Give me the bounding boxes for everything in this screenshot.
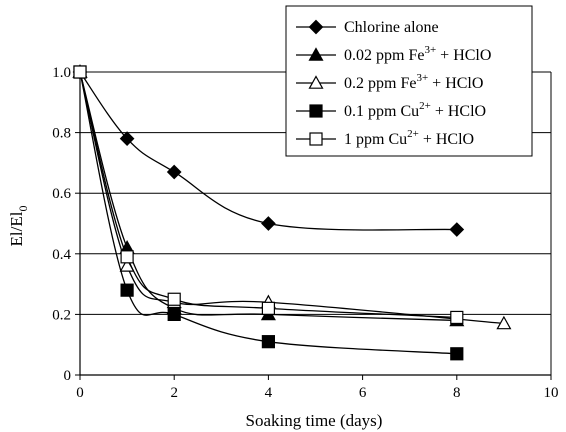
series-5 <box>73 65 464 325</box>
y-tick-label: 0 <box>64 368 72 384</box>
y-tick-label: 0.8 <box>52 126 71 142</box>
legend-marker <box>308 47 324 61</box>
axes <box>75 71 552 380</box>
legend-label: 0.1 ppm Cu2+ + HClO <box>344 100 486 120</box>
x-tick-label: 4 <box>265 385 273 401</box>
data-point <box>496 315 512 330</box>
x-tick-label: 6 <box>359 385 367 401</box>
tick-labels: 0 0.2 0.4 0.6 0.8 1.0 0 2 4 6 8 10 <box>52 65 558 401</box>
legend-label-suffix: + HClO <box>428 75 483 92</box>
data-point <box>120 250 134 264</box>
x-tick-label: 10 <box>544 385 559 401</box>
legend-box <box>285 5 533 157</box>
y-axis-title-main: El/El <box>7 211 26 246</box>
legend-item: 0.02 ppm Fe3+ + HClO <box>296 44 491 64</box>
legend-label-text: 1 ppm Cu <box>344 131 407 148</box>
data-point <box>261 216 276 231</box>
legend-label-text: 0.02 ppm Fe <box>344 47 424 64</box>
legend-label-suffix: + HClO <box>419 131 474 148</box>
legend-label-superscript: 2+ <box>407 128 419 140</box>
legend-label-suffix: + HClO <box>436 47 491 64</box>
y-tick-label: 0.2 <box>52 307 71 323</box>
data-point <box>261 335 275 349</box>
data-point <box>166 164 182 180</box>
legend-label-superscript: 3+ <box>416 72 428 84</box>
series-lines <box>72 64 512 361</box>
legend-label-superscript: 2+ <box>419 100 431 112</box>
x-axis-title: Soaking time (days) <box>246 411 383 430</box>
legend-label: 1 ppm Cu2+ + HClO <box>344 128 474 148</box>
legend-item: 0.2 ppm Fe3+ + HClO <box>296 72 483 92</box>
data-point <box>261 301 275 315</box>
data-point <box>449 222 465 237</box>
legend-label-text: 0.1 ppm Cu <box>344 103 419 120</box>
data-point <box>73 65 87 79</box>
legend-item: 0.1 ppm Cu2+ + HClO <box>296 100 486 120</box>
legend-item: Chlorine alone <box>296 19 439 36</box>
legend-marker <box>308 19 324 35</box>
legend-label-superscript: 3+ <box>424 44 436 56</box>
x-tick-label: 0 <box>76 385 84 401</box>
y-axis-title: El/El0 <box>7 206 30 247</box>
legend-label: Chlorine alone <box>344 19 439 36</box>
data-point <box>450 347 464 361</box>
x-tick-label: 8 <box>453 385 461 401</box>
svg-text:El/El0: El/El0 <box>7 206 30 247</box>
series-line <box>79 71 457 231</box>
y-tick-label: 0.4 <box>52 247 71 263</box>
data-point <box>167 292 181 306</box>
data-point <box>450 310 464 325</box>
y-axis-title-sub: 0 <box>16 206 30 212</box>
x-tick-label: 2 <box>170 385 178 401</box>
legend-marker <box>309 132 323 146</box>
legend-label-suffix: + HClO <box>431 103 486 120</box>
data-point <box>120 283 134 297</box>
data-point <box>167 307 181 321</box>
legend-item: 1 ppm Cu2+ + HClO <box>296 128 474 148</box>
legend-label: 0.02 ppm Fe3+ + HClO <box>344 44 491 64</box>
legend-label: 0.2 ppm Fe3+ + HClO <box>344 72 483 92</box>
legend-label-text: 0.2 ppm Fe <box>344 75 416 92</box>
y-tick-label: 1.0 <box>52 65 71 81</box>
legend-label-text: Chlorine alone <box>344 19 439 36</box>
y-tick-label: 0.6 <box>52 186 71 202</box>
data-point <box>119 131 135 147</box>
legend-marker <box>309 104 323 118</box>
legend-marker <box>308 75 324 89</box>
